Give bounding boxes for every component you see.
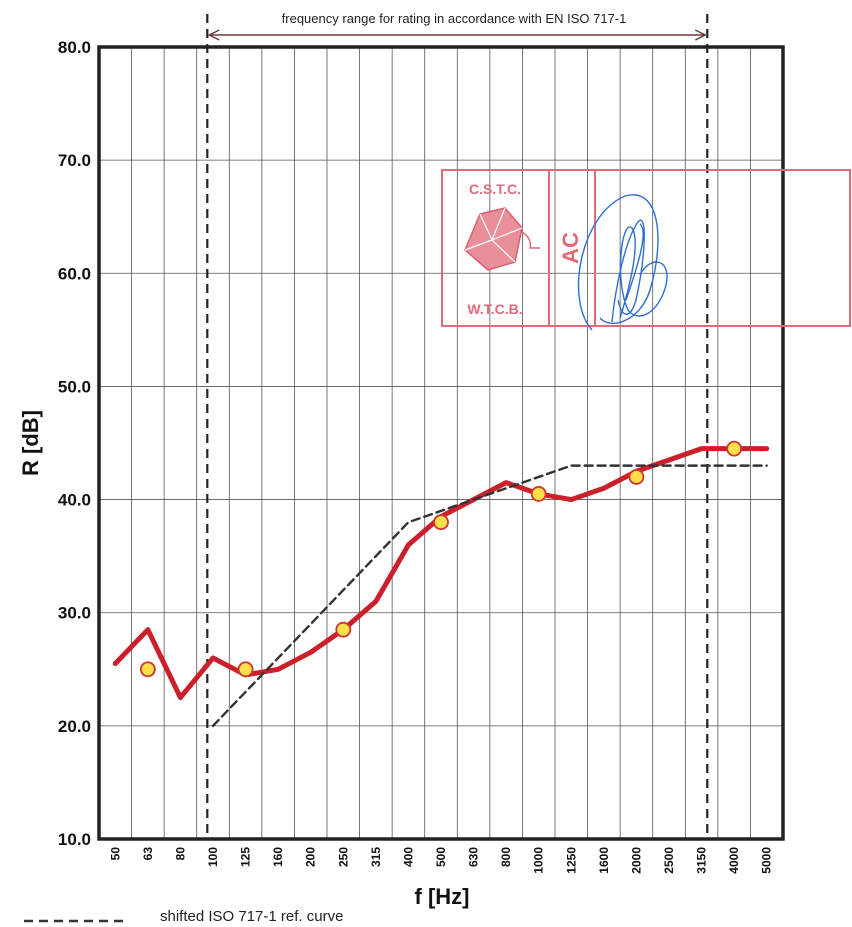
x-tick-label: 125 <box>239 847 253 867</box>
x-tick-label: 4000 <box>727 847 741 874</box>
x-tick-label: 2500 <box>662 847 676 874</box>
x-tick-label: 800 <box>499 847 513 867</box>
series-layer <box>112 446 770 728</box>
x-tick-label: 3150 <box>695 847 709 874</box>
y-tick-label: 10.0 <box>58 830 91 849</box>
data-point <box>628 469 645 485</box>
y-tick-label: 70.0 <box>58 151 91 170</box>
series-line-measured <box>112 446 770 701</box>
x-tick-label: 50 <box>108 847 122 861</box>
plot-frame <box>97 45 785 841</box>
rating-range-annotation: frequency range for rating in accordance… <box>282 11 627 26</box>
arrow-left-icon <box>207 29 220 41</box>
arrow-right-icon <box>694 29 707 41</box>
series-line-reference <box>211 464 768 728</box>
y-tick-label: 60.0 <box>58 264 91 283</box>
x-tick-label: 100 <box>206 847 220 867</box>
x-tick-label: 160 <box>271 847 285 867</box>
x-tick-label: 400 <box>401 847 415 867</box>
y-tick-label: 20.0 <box>58 717 91 736</box>
signature <box>577 194 668 331</box>
x-tick-label: 250 <box>336 847 350 867</box>
legend-label: shifted ISO 717-1 ref. curve <box>160 908 343 925</box>
x-tick-label: 315 <box>369 847 383 867</box>
y-tick-label: 50.0 <box>58 377 91 396</box>
y-tick-label: 80.0 <box>58 38 91 57</box>
legend: shifted ISO 717-1 ref. curve <box>24 908 343 925</box>
grid <box>99 46 783 840</box>
data-point <box>139 661 156 678</box>
x-tick-label: 200 <box>304 847 318 867</box>
data-point <box>237 661 254 678</box>
stamp-bottom-text: W.T.C.B. <box>467 301 522 317</box>
data-point <box>433 514 449 531</box>
lab-stamp: C.S.T.C. W.T.C.B. AC <box>441 169 851 327</box>
x-tick-label: 1600 <box>597 847 611 874</box>
x-tick-label: 630 <box>467 847 481 867</box>
stamp-emblem-icon <box>464 207 540 271</box>
x-tick-label: 1250 <box>564 847 578 874</box>
x-axis-label: f [Hz] <box>415 884 470 909</box>
y-tick-labels: 10.0 20.0 30.0 40.0 50.0 60.0 70.0 80.0 <box>58 38 91 849</box>
x-tick-label: 1000 <box>532 847 546 874</box>
data-point <box>726 440 743 457</box>
stamp-initials: AC <box>558 232 583 264</box>
x-tick-label: 5000 <box>760 847 774 874</box>
x-tick-label: 63 <box>141 847 155 861</box>
data-point <box>530 486 547 502</box>
x-tick-label: 80 <box>173 847 187 861</box>
x-tick-labels: 50 63 80 100 125 160 200 250 315 400 500 630 800 1000… <box>108 847 773 874</box>
x-tick-label: 500 <box>434 847 448 867</box>
stamp-top-text: C.S.T.C. <box>469 181 521 197</box>
x-tick-label: 2000 <box>629 847 643 874</box>
y-tick-label: 30.0 <box>58 604 91 623</box>
y-axis-label: R [dB] <box>18 410 43 476</box>
rating-range <box>206 14 709 839</box>
data-point <box>335 621 352 638</box>
marker-layer <box>139 440 743 678</box>
y-tick-label: 40.0 <box>58 491 91 510</box>
